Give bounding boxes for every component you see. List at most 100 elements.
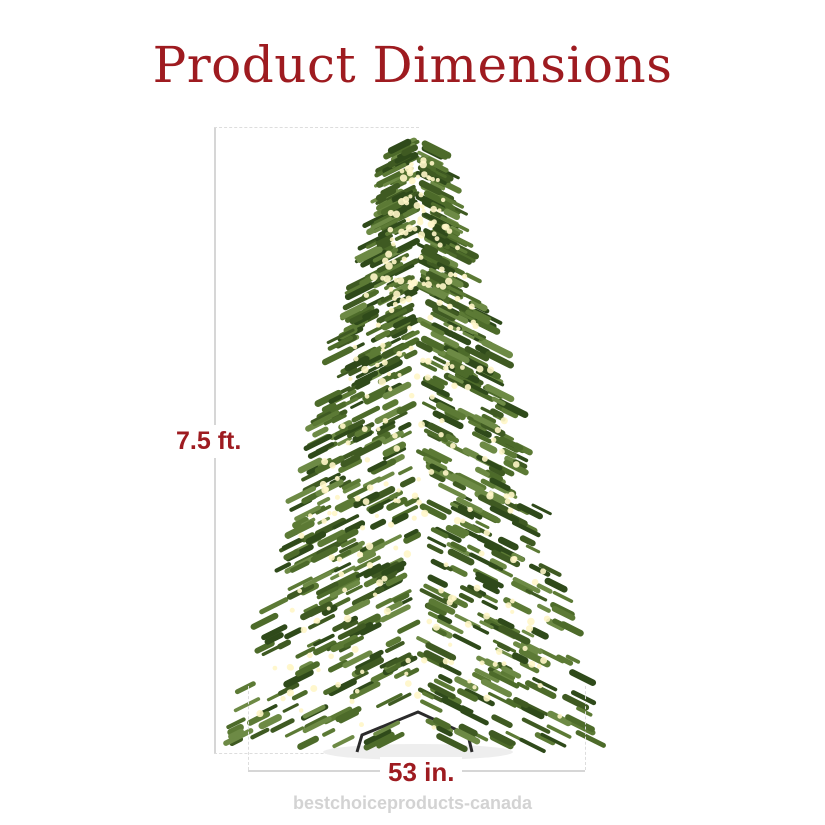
tree-branch xyxy=(392,314,417,329)
tree-light xyxy=(505,602,512,609)
tree-branch xyxy=(420,699,443,713)
tree-branch xyxy=(438,674,453,684)
tree-branch xyxy=(423,456,448,471)
tree-branch xyxy=(475,520,490,530)
tree-branch xyxy=(313,633,335,647)
tree-branch xyxy=(427,574,448,588)
tree-branch xyxy=(551,605,576,621)
tree-branch xyxy=(347,485,371,500)
tree-branch xyxy=(310,546,339,563)
tree-branch xyxy=(536,583,553,594)
tree-branch xyxy=(348,621,374,638)
tree-light xyxy=(382,417,389,424)
tree-branch xyxy=(385,636,402,648)
tree-light xyxy=(557,713,563,719)
tree-light xyxy=(359,525,366,531)
tree-branch xyxy=(344,305,375,323)
tree-branch xyxy=(301,470,319,482)
tree-branch xyxy=(247,711,271,726)
tree-branch xyxy=(500,670,516,680)
tree-branch xyxy=(321,346,354,366)
tree-branch xyxy=(416,449,442,464)
tree-branch xyxy=(284,627,303,640)
tree-branch xyxy=(453,728,481,745)
tree-branch xyxy=(405,667,420,677)
tree-branch xyxy=(481,413,497,424)
tree-light xyxy=(392,432,398,439)
tree-light xyxy=(334,476,340,481)
tree-branch xyxy=(484,384,515,403)
tree-light xyxy=(454,295,461,302)
tree-light xyxy=(385,250,393,258)
tree-branch xyxy=(476,467,490,477)
tree-light xyxy=(435,283,441,288)
tree-light xyxy=(408,392,415,399)
tree-branch xyxy=(489,505,520,524)
tree-branch xyxy=(283,549,300,561)
tree-branch xyxy=(456,472,487,491)
tree-branch xyxy=(501,406,519,419)
tree-branch xyxy=(380,216,401,229)
tree-branch xyxy=(482,582,500,595)
tree-light xyxy=(288,665,295,671)
tree-branch xyxy=(485,350,514,369)
tree-branch xyxy=(297,457,323,474)
tree-branch xyxy=(481,599,498,610)
tree-branch xyxy=(259,704,278,715)
tree-light xyxy=(334,494,340,500)
tree-branch xyxy=(437,614,453,625)
tree-light xyxy=(381,359,388,366)
tree-branch xyxy=(546,618,565,631)
tree-branch xyxy=(420,361,438,372)
tree-light xyxy=(476,365,484,373)
tree-light xyxy=(447,324,454,331)
tree-branch xyxy=(347,419,366,431)
tree-branch xyxy=(391,191,407,202)
tree-branch xyxy=(376,731,405,749)
tree-branch xyxy=(428,448,453,462)
tree-branch xyxy=(344,355,370,372)
tree-branch xyxy=(427,536,447,548)
tree-light xyxy=(329,462,336,469)
tree-light xyxy=(468,303,475,310)
tree-branch xyxy=(357,551,377,564)
tree-branch xyxy=(470,299,488,312)
tree-light xyxy=(427,314,434,321)
tree-branch xyxy=(315,442,335,454)
tree-branch xyxy=(315,581,339,596)
tree-branch xyxy=(384,355,401,367)
tree-branch xyxy=(426,499,452,515)
tree-light xyxy=(455,245,460,251)
tree-branch xyxy=(441,697,467,713)
tree-branch xyxy=(344,520,366,534)
tree-branch xyxy=(467,544,481,554)
tree-branch xyxy=(454,676,479,692)
tree-light xyxy=(412,226,418,232)
tree-branch xyxy=(403,528,419,539)
tree-branch xyxy=(297,735,319,750)
tree-light xyxy=(407,284,414,291)
tree-light xyxy=(356,551,364,558)
tree-branch xyxy=(433,355,447,365)
tree-branch xyxy=(250,727,270,740)
tree-light xyxy=(431,219,437,225)
tree-light xyxy=(391,242,396,247)
tree-branch xyxy=(345,397,359,406)
tree-branch xyxy=(385,652,412,668)
tree-light xyxy=(490,437,497,443)
tree-light xyxy=(397,372,402,378)
tree-branch xyxy=(432,717,452,730)
tree-branch xyxy=(315,504,332,515)
tree-branch xyxy=(450,541,467,553)
tree-light xyxy=(323,486,330,493)
tree-branch xyxy=(491,714,513,728)
tree-branch xyxy=(229,736,244,746)
tree-light xyxy=(464,620,472,628)
tree-light xyxy=(397,277,405,285)
tree-light xyxy=(421,171,428,178)
tree-light xyxy=(389,237,395,242)
tree-branch xyxy=(434,229,450,240)
tree-branch xyxy=(427,156,442,166)
tree-branch xyxy=(430,311,453,325)
